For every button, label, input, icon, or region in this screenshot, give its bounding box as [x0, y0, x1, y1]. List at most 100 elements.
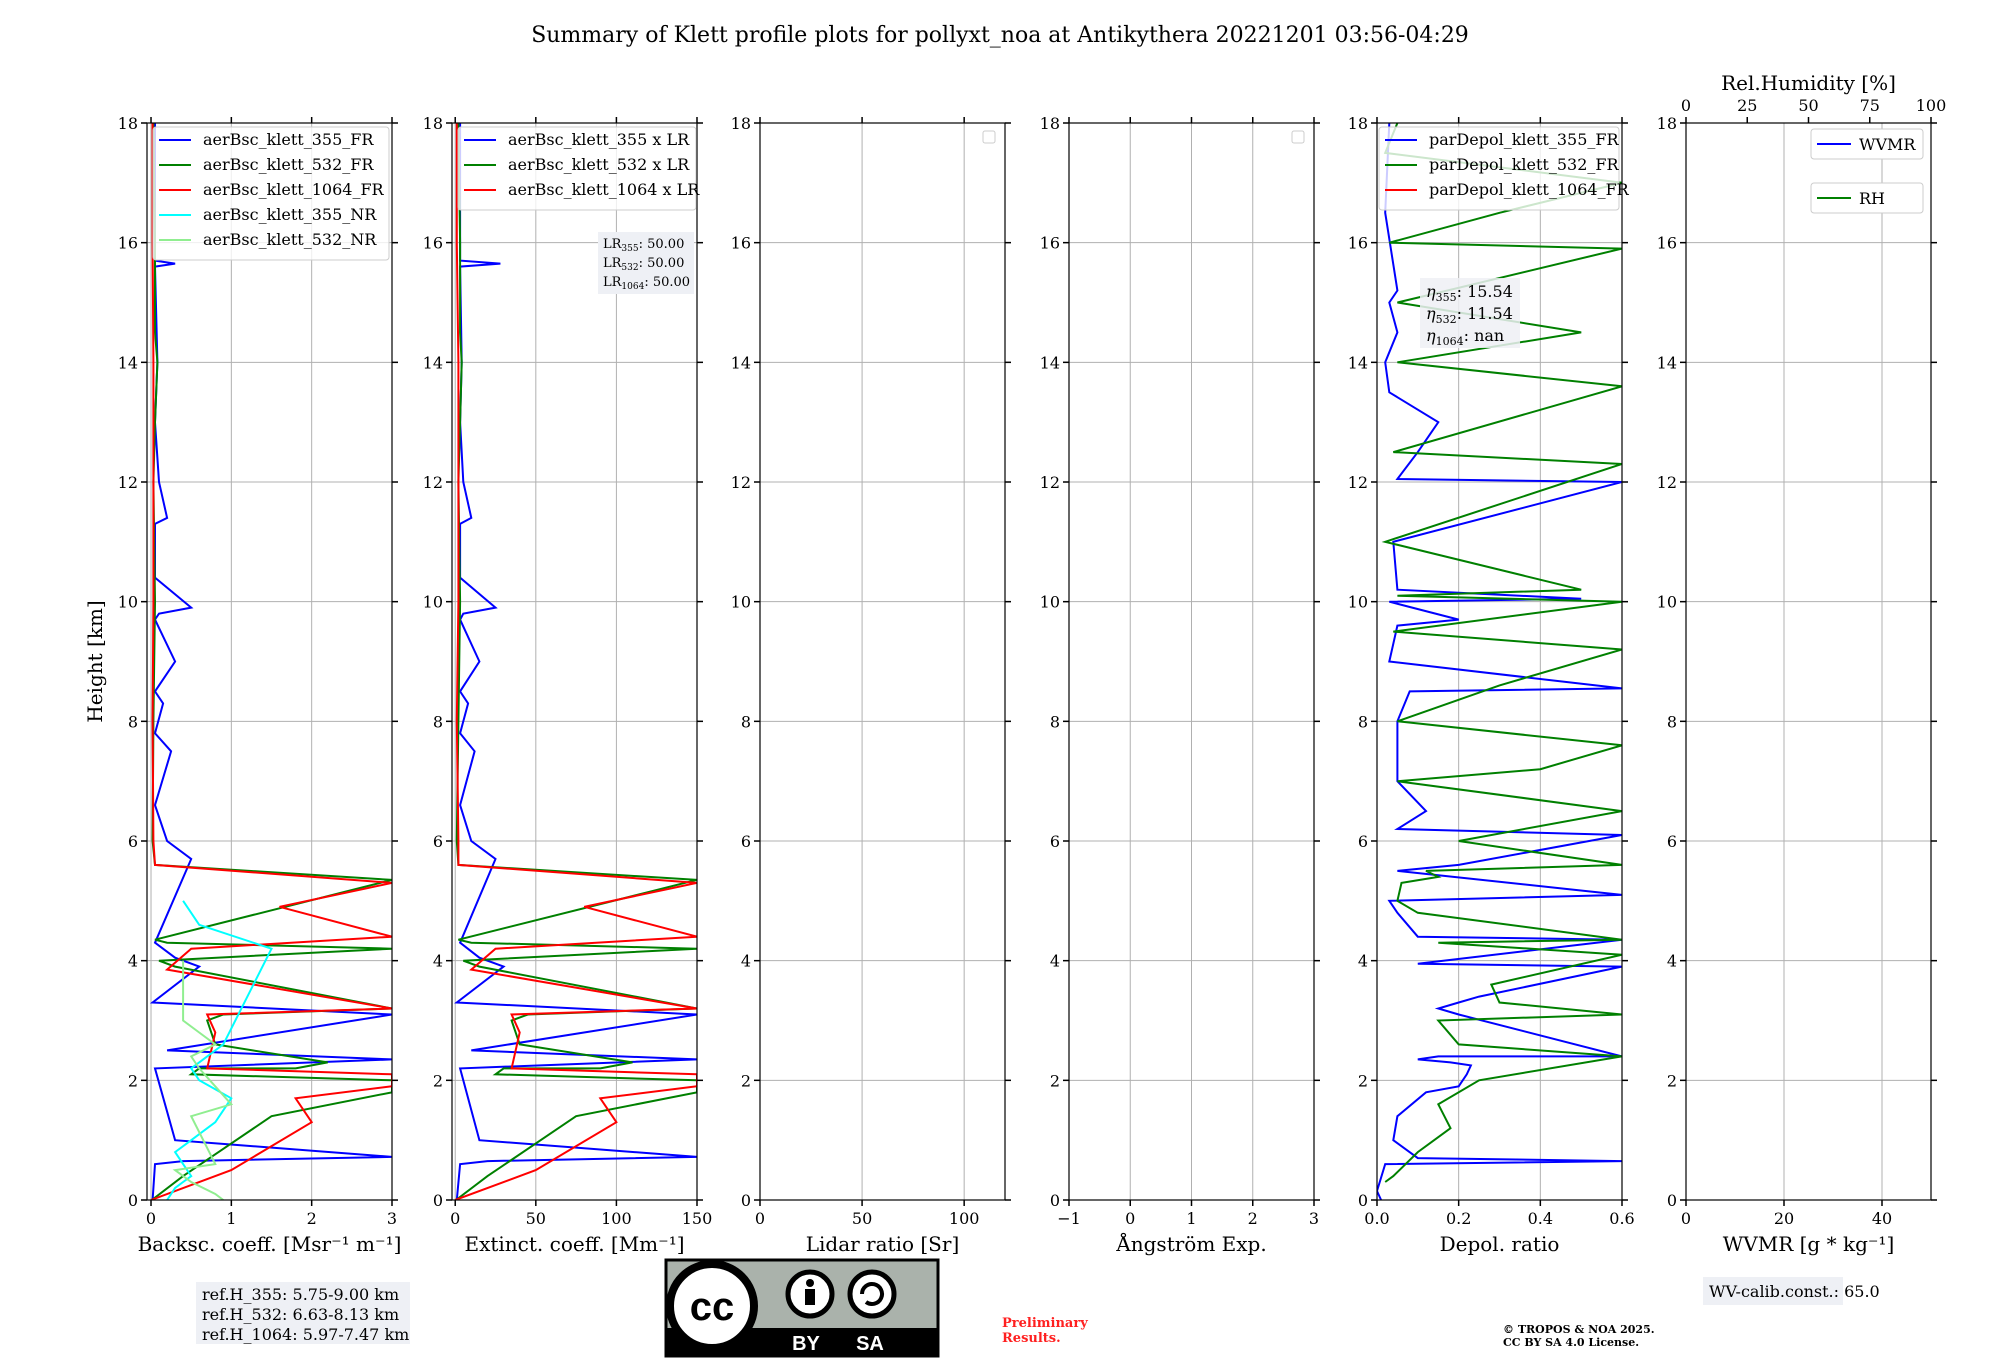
eta-text: η355: 15.54: [1426, 282, 1513, 304]
x-tick-label: 3: [387, 1209, 397, 1228]
preliminary-line-2: Results.: [1002, 1331, 1061, 1346]
person-body-icon: [805, 1289, 815, 1305]
lidar-ratio-box: [598, 232, 694, 294]
lidar-ratio-value: : 50.00: [639, 237, 685, 252]
legend-label: parDepol_klett_532_FR: [1429, 155, 1620, 174]
y-tick-label: 2: [433, 1071, 443, 1090]
x-tick-label: 50: [526, 1209, 546, 1228]
x-axis-label: Ångström Exp.: [1115, 1231, 1266, 1256]
y-tick-label: 14: [1348, 353, 1368, 372]
y-tick-label: 12: [1657, 473, 1677, 492]
legend-box: [1810, 182, 1924, 214]
y-tick-label: 18: [118, 114, 138, 133]
x-tick-label: 1: [226, 1209, 236, 1228]
x-tick-label: 2: [307, 1209, 317, 1228]
series-line-aerBsc_klett_1064 x LR: [454, 123, 697, 1200]
eta-text: η532: 11.54: [1426, 304, 1513, 326]
x-top-tick-label: 50: [1798, 96, 1818, 115]
copyright-line-1: © TROPOS & NOA 2025.: [1503, 1323, 1655, 1336]
y-tick-label: 2: [1050, 1071, 1060, 1090]
eta-value: : 11.54: [1457, 304, 1513, 323]
y-tick-label: 0: [433, 1191, 443, 1210]
y-tick-label: 6: [1667, 832, 1677, 851]
legend-label: RH: [1859, 189, 1885, 208]
y-tick-label: 2: [741, 1071, 751, 1090]
y-tick-label: 6: [741, 832, 751, 851]
x-tick-label: 1: [1186, 1209, 1196, 1228]
x-tick-label: 20: [1774, 1209, 1794, 1228]
ref-height-text: ref.H_532: 6.63-8.13 km: [202, 1305, 399, 1324]
y-tick-label: 2: [1358, 1071, 1368, 1090]
y-tick-label: 6: [128, 832, 138, 851]
x-tick-label: 50: [852, 1209, 872, 1228]
cc-logo-text: cc: [690, 1285, 735, 1329]
x-axis-label: Extinct. coeff. [Mm⁻¹]: [464, 1232, 684, 1256]
legend-box: [152, 126, 390, 261]
axes-frame: [1685, 122, 1932, 1201]
axes-frame: [1376, 122, 1623, 1201]
y-tick-label: 0: [741, 1191, 751, 1210]
wv-calib-box: [1703, 1277, 1843, 1305]
x-tick-label: 0.2: [1446, 1209, 1471, 1228]
x-tick-label: 100: [949, 1209, 980, 1228]
share-alike-arrow-icon: [860, 1282, 884, 1306]
series-line-aerBsc_klett_355_FR: [149, 123, 392, 1200]
y-tick-label: 10: [423, 593, 443, 612]
y-tick-label: 2: [128, 1071, 138, 1090]
legend-label: aerBsc_klett_1064_FR: [203, 180, 385, 199]
y-tick-label: 2: [1667, 1071, 1677, 1090]
legend-label: aerBsc_klett_532 x LR: [508, 155, 690, 174]
x-tick-label: 0.4: [1528, 1209, 1553, 1228]
y-tick-label: 18: [1657, 114, 1677, 133]
y-tick-label: 18: [423, 114, 443, 133]
x-tick-label: 0: [755, 1209, 765, 1228]
ref-height-text: ref.H_355: 5.75-9.00 km: [202, 1285, 399, 1304]
eta-symbol: η: [1426, 282, 1436, 301]
axes-frame: [146, 122, 393, 1201]
person-head-icon: [806, 1279, 814, 1287]
legend-box: [457, 126, 697, 211]
eta-subscript: 355: [1436, 291, 1457, 304]
x-tick-label: −1: [1057, 1209, 1081, 1228]
y-tick-label: 10: [118, 593, 138, 612]
lidar-ratio-symbol: LR: [603, 256, 623, 271]
y-tick-label: 16: [1348, 234, 1368, 253]
x-tick-label: 0: [146, 1209, 156, 1228]
legend-label: parDepol_klett_355_FR: [1429, 130, 1620, 149]
x-axis-label: Lidar ratio [Sr]: [806, 1232, 960, 1256]
legend-label: WVMR: [1859, 135, 1916, 154]
y-tick-label: 10: [1040, 593, 1060, 612]
cc-by-label: BY: [792, 1333, 820, 1355]
series-line-aerBsc_klett_532_FR: [151, 123, 392, 1200]
cc-license-logo: cc BY SA: [664, 1258, 940, 1358]
panel-extinction: 0 2 4 6 8 10 12 14 16 18 0 50 100 150 Extinct. coeff. …: [423, 114, 713, 1256]
lidar-ratio-subscript: 532: [621, 263, 638, 273]
wv-calib-text: WV-calib.const.: 65.0: [1709, 1282, 1880, 1301]
y-tick-label: 6: [1050, 832, 1060, 851]
eta-value: : 15.54: [1457, 282, 1513, 301]
lidar-ratio-symbol: LR: [603, 237, 623, 252]
y-tick-label: 6: [1358, 832, 1368, 851]
legend-label: aerBsc_klett_532_FR: [203, 155, 374, 174]
y-tick-label: 10: [1348, 593, 1368, 612]
x-tick-label: 150: [682, 1209, 713, 1228]
lidar-ratio-subscript: 355: [621, 244, 638, 254]
x-axis-label: Backsc. coeff. [Msr⁻¹ m⁻¹]: [138, 1232, 402, 1256]
eta-box: [1420, 278, 1520, 348]
y-tick-label: 12: [423, 473, 443, 492]
eta-value: : nan: [1464, 326, 1505, 345]
y-tick-label: 14: [1657, 353, 1677, 372]
panel-depol: 0 2 4 6 8 10 12 14 16 18 0.0 0.2 0.4 0.6 Depol. ratio p…: [1348, 114, 1635, 1256]
legend-label: aerBsc_klett_355_FR: [203, 130, 374, 149]
ref-height-box: [196, 1282, 410, 1344]
y-tick-label: 12: [1040, 473, 1060, 492]
y-tick-label: 10: [1657, 593, 1677, 612]
y-tick-label: 4: [1667, 952, 1677, 971]
y-tick-label: 8: [741, 712, 751, 731]
y-tick-label: 8: [128, 712, 138, 731]
x-tick-label: 0.0: [1364, 1209, 1389, 1228]
